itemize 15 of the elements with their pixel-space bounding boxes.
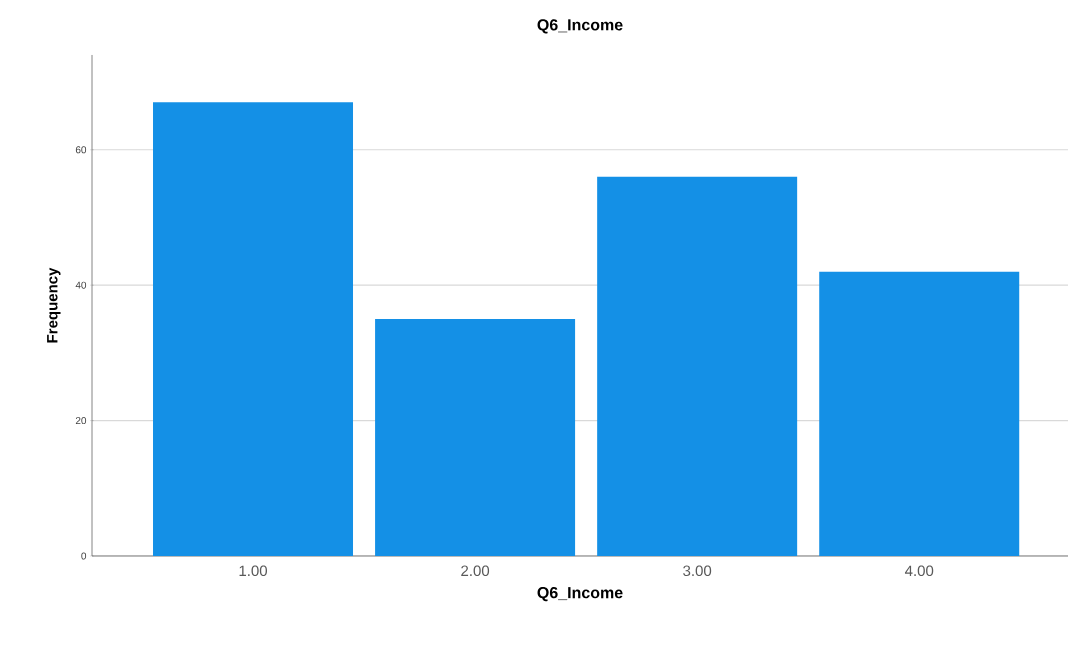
x-tick-label: 4.00	[904, 565, 934, 577]
x-axis-title: Q6_Income	[537, 586, 623, 602]
y-tick-label: 0	[81, 552, 87, 560]
bar	[375, 319, 576, 556]
y-axis-title: Frequency	[47, 267, 61, 343]
y-tick-label: 20	[75, 417, 87, 425]
bar	[597, 176, 798, 556]
y-tick-label: 60	[75, 146, 87, 154]
y-tick-label: 40	[75, 281, 87, 289]
x-tick-label: 1.00	[239, 565, 268, 577]
x-tick-label: 3.00	[683, 565, 712, 577]
x-tick-label: 2.00	[461, 565, 490, 577]
bar	[819, 271, 1020, 556]
chart-title: Q6_Income	[537, 19, 623, 34]
bar	[153, 102, 354, 556]
